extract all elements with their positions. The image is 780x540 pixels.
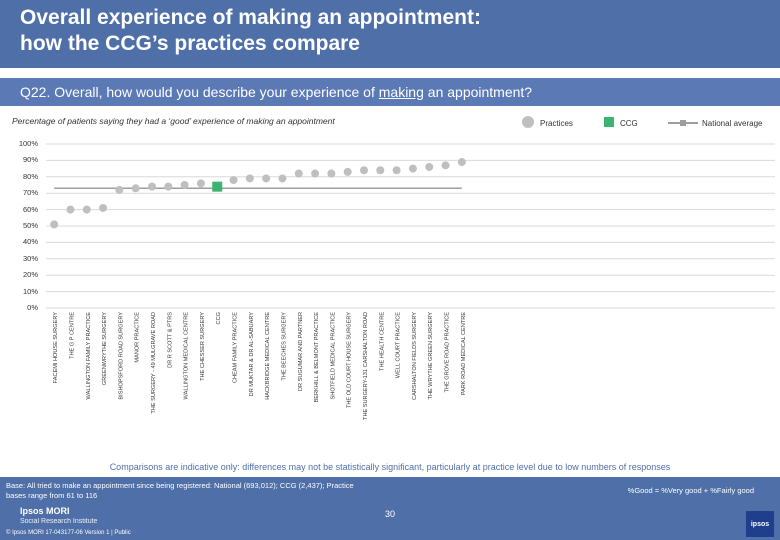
category-label: THE OLD COURT HOUSE SURGERY [347, 312, 353, 408]
legend-ccg-label: CCG [620, 119, 638, 128]
y-tick-label: 100% [18, 139, 38, 148]
category-label: SHOTFIELD MEDICAL PRACTICE [330, 312, 336, 400]
question-suffix: an appointment? [423, 84, 533, 100]
category-label: THE GROVE ROAD PRACTICE [445, 312, 451, 393]
y-tick-label: 30% [22, 253, 38, 263]
legend-practices-label: Practices [540, 119, 573, 128]
category-label: THE SURGERY-131 CARSHALTON ROAD [363, 312, 369, 420]
y-tick-label: 80% [22, 171, 38, 181]
practice-point [327, 169, 336, 178]
copyright: © Ipsos MORI 17-043177-06 Version 1 | Pu… [6, 530, 131, 536]
practice-point [180, 181, 189, 189]
practice-point [50, 220, 59, 229]
practice-point [294, 169, 303, 178]
category-label: DR MUKTAR & DR AL-SABUARY [249, 312, 255, 397]
header-band: Overall experience of making an appointm… [0, 0, 780, 68]
category-label: THE HEALTH CENTRE [379, 312, 385, 371]
practice-point [66, 205, 75, 214]
question-bar: Q22. Overall, how would you describe you… [0, 78, 780, 106]
category-label: GREENWRYTHE SURGERY [102, 312, 108, 385]
category-label: DR SUGUMAR AND PARTNER [298, 312, 304, 391]
question-emphasis: making [378, 84, 424, 100]
legend-national-label: National average [702, 119, 763, 128]
footer: Base: All tried to make an appointment s… [0, 477, 780, 540]
practice-point [229, 176, 238, 185]
comparison-note: Comparisons are indicative only: differe… [109, 462, 671, 472]
practice-point [392, 166, 401, 175]
y-tick-label: 10% [22, 286, 38, 296]
legend-national-marker [680, 120, 686, 126]
category-label: DR R SCOTT & PTRS [167, 312, 173, 368]
category-label: FACEMI HOUSE SURGERY [53, 312, 59, 384]
question-text: Q22. Overall, how would you describe you… [20, 83, 532, 101]
y-tick-label: 70% [22, 188, 38, 198]
y-tick-label: 0% [27, 303, 38, 312]
practice-point [425, 162, 434, 171]
category-label: CHEAM FAMILY PRACTICE [233, 312, 239, 383]
category-label: BISHOPSFORD ROAD SURGERY [118, 312, 124, 400]
category-label: BERKHILL & BELMONT PRACTICE [314, 312, 320, 403]
category-label: CCG [216, 312, 222, 324]
practice-point [343, 167, 352, 176]
practice-point [82, 205, 91, 214]
practice-point [131, 184, 140, 193]
practice-point [245, 174, 254, 183]
practice-point [262, 174, 271, 183]
category-label: THE G P CENTRE [69, 312, 75, 359]
base-text: Base: All tried to make an appointment s… [6, 481, 354, 500]
y-tick-label: 90% [22, 155, 38, 165]
category-label: THE BEECHES SURGERY [281, 312, 287, 381]
brand-logo: Ipsos MORI [20, 506, 70, 516]
chart-subtitle: Percentage of patients saying they had a… [12, 116, 335, 126]
question-prefix: Q22. Overall, how would you describe you… [20, 84, 379, 100]
category-label: WALLINGTON MEDICAL CENTRE [184, 312, 190, 400]
practice-point [311, 169, 320, 178]
y-tick-label: 50% [22, 221, 38, 230]
category-label: THE SURGERY - 49 MULGRAVE ROAD [151, 312, 157, 414]
practice-point [278, 174, 287, 183]
practice-point [115, 185, 124, 194]
category-label: HACKBRIDGE MEDICAL CENTRE [265, 312, 271, 400]
ccg-point [212, 181, 223, 192]
y-tick-label: 40% [22, 237, 38, 247]
practice-point [441, 161, 450, 170]
practice-point [360, 166, 368, 175]
chart-area: 0% 10% 20% 30% 40% 50% 60% 70% 80% 90% 100% FACEMI… [0, 138, 780, 465]
legend-ccg-marker [604, 117, 614, 127]
practice-point [164, 182, 173, 191]
y-tick-label: 20% [22, 270, 38, 280]
category-label: MANOR PRACTICE [135, 312, 141, 363]
category-label: CARSHALTON FIELDS SURGERY [412, 312, 418, 400]
practice-point [457, 158, 466, 167]
page-title: Overall experience of making an appointm… [20, 6, 481, 55]
practice-point [408, 164, 417, 173]
ipsos-logo: ipsos [746, 511, 774, 537]
y-tick-label: 60% [22, 204, 38, 214]
practice-point [196, 179, 205, 188]
category-label: PARK ROAD MEDICAL CENTRE [461, 312, 467, 396]
legend-practices-marker [522, 116, 534, 128]
category-label: WELL COURT PRACTICE [396, 312, 402, 378]
category-label: THE CHESSER SURGERY [200, 312, 206, 381]
practice-point [99, 203, 108, 212]
scatter-chart: FACEMI HOUSE SURGERY THE G P CENTRE WALLIN… [46, 143, 775, 420]
practice-point [376, 166, 385, 175]
brand-subtitle: Social Research Institute [20, 518, 98, 525]
good-definition: %Good = %Very good + %Fairly good [627, 486, 754, 495]
category-label: WALLINGTON FAMILY PRACTICE [86, 312, 92, 400]
page-number: 30 [384, 509, 395, 519]
category-label: THE WRYTHE GREEN SURGERY [428, 312, 434, 400]
practice-point [148, 182, 156, 191]
